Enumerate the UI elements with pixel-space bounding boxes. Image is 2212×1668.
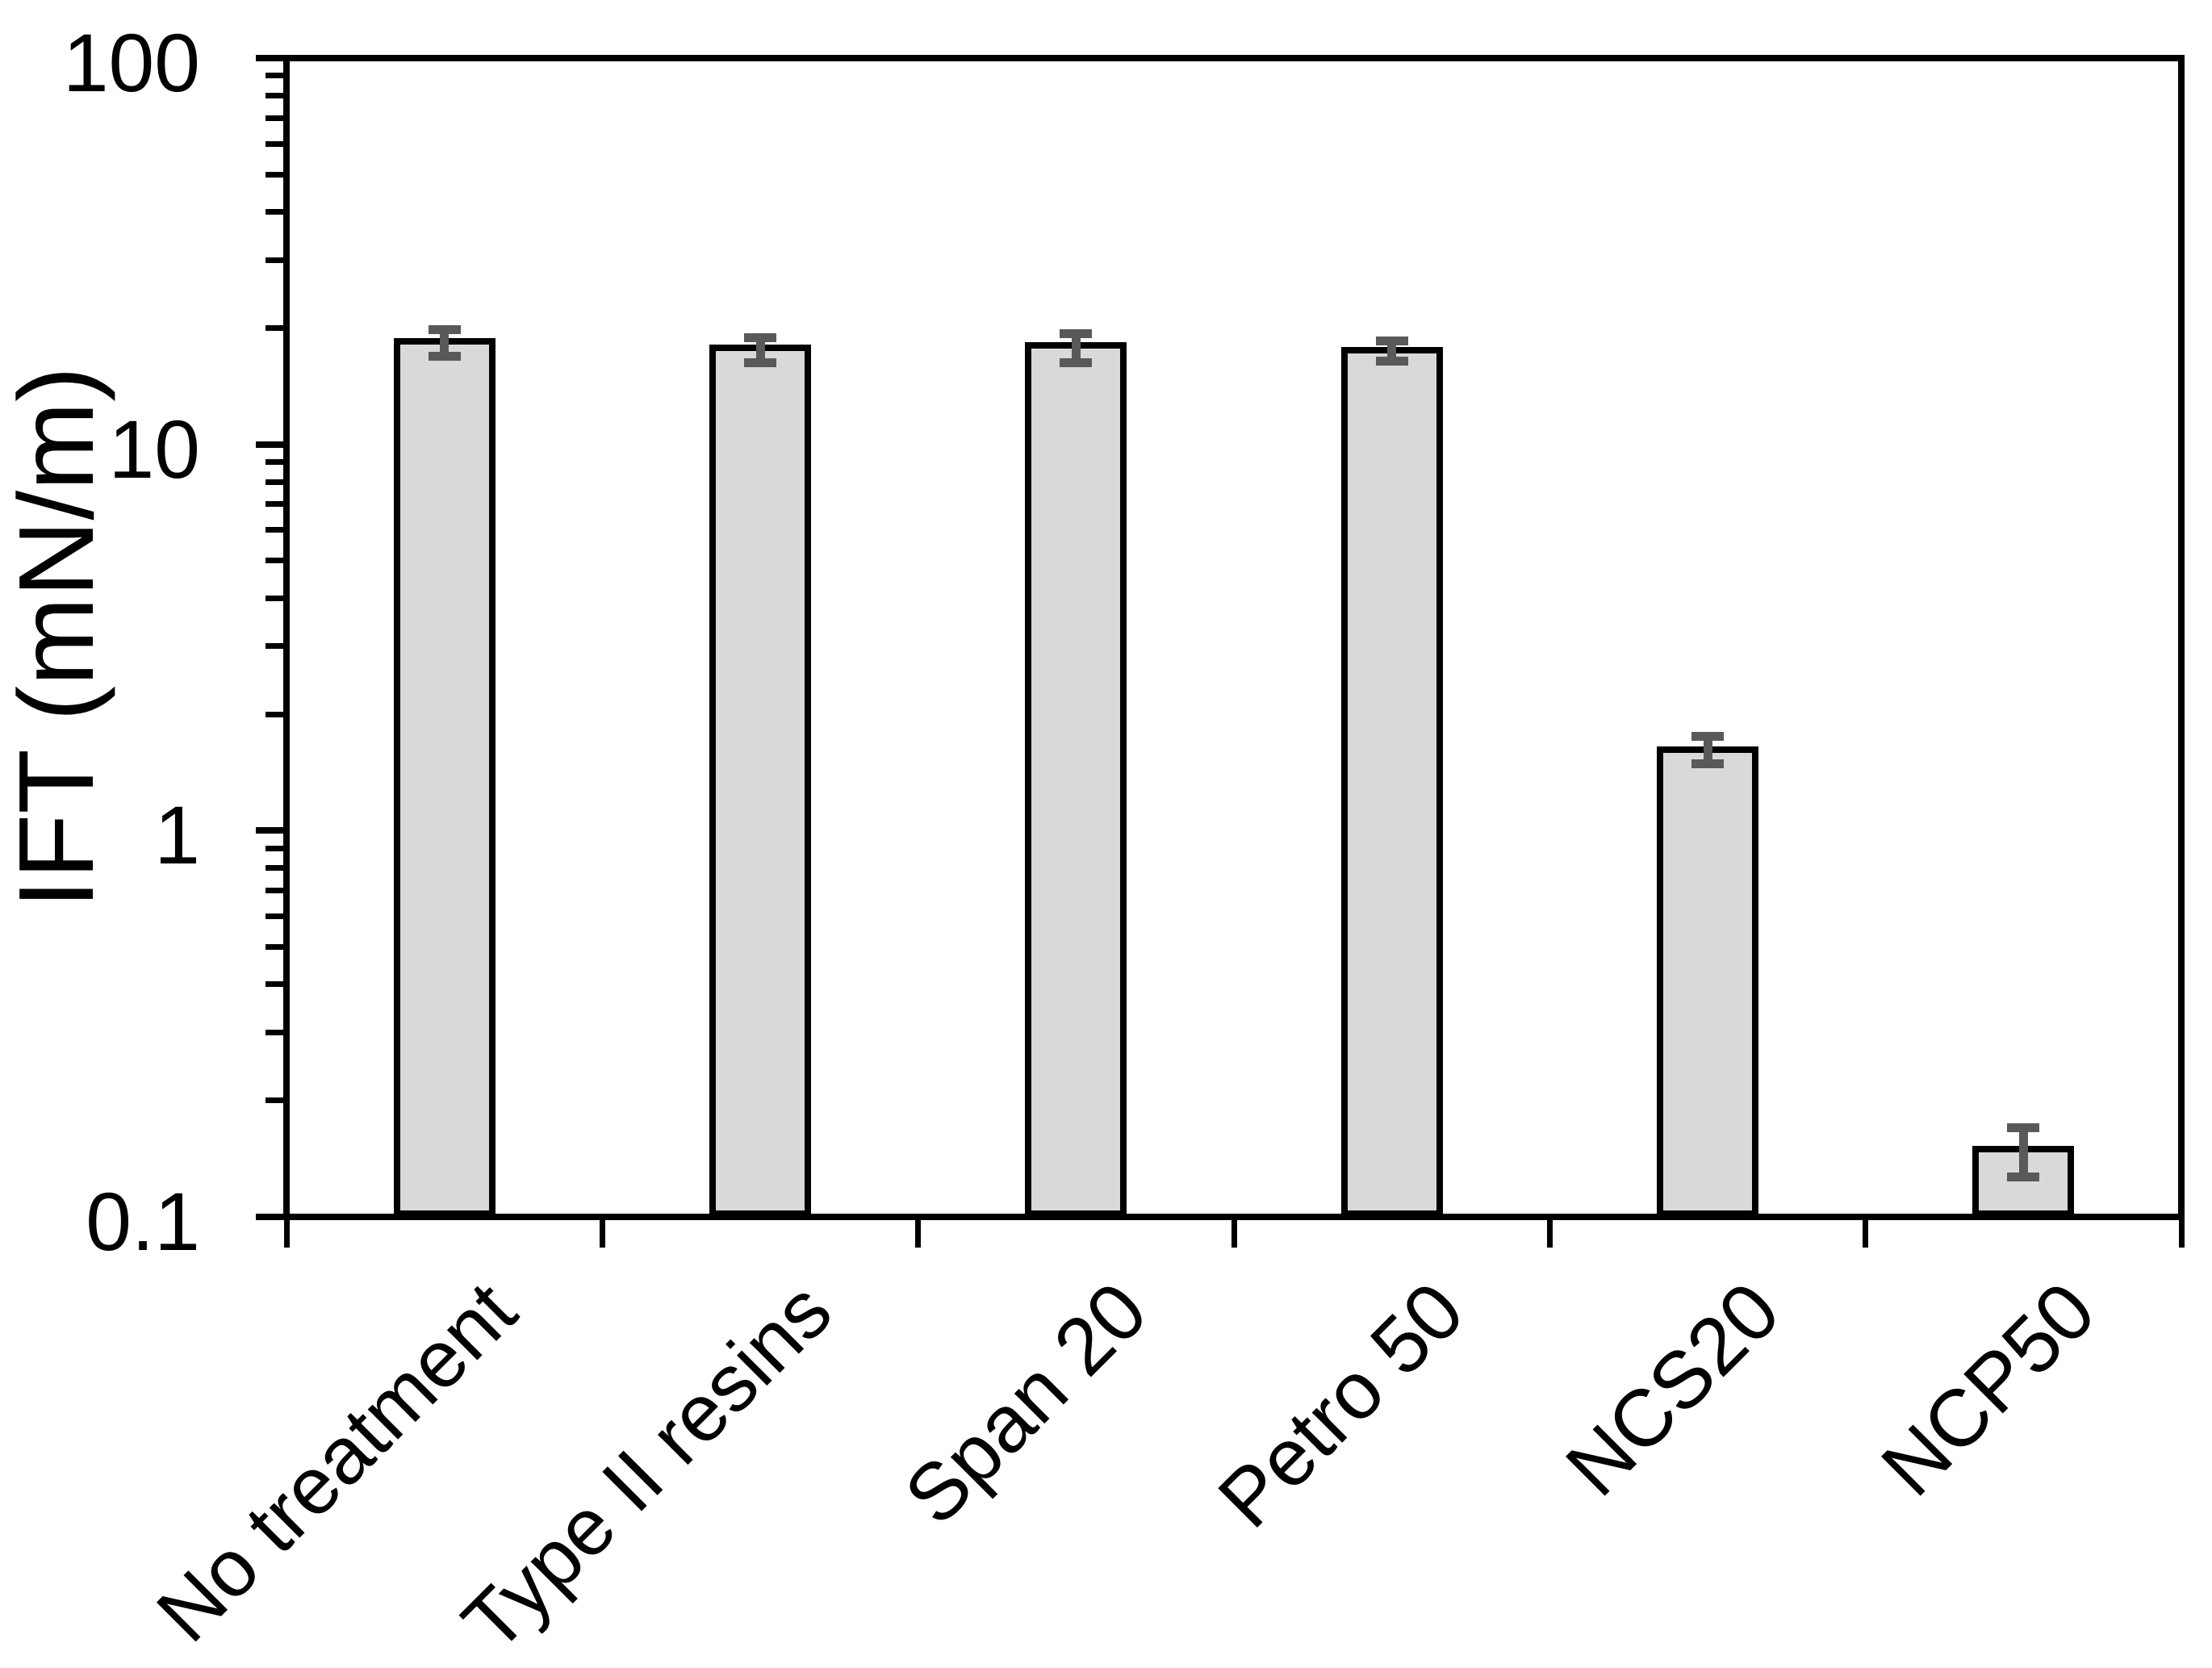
y-minor-tick xyxy=(266,1030,286,1035)
bar-span-20 xyxy=(1025,342,1127,1217)
error-bar-cap xyxy=(1376,357,1408,366)
y-tick-label: 1 xyxy=(154,789,200,881)
x-axis-label-ncp50: NCP50 xyxy=(1863,1265,2112,1513)
error-bar-cap xyxy=(744,358,776,367)
x-axis-label-span-20: Span 20 xyxy=(888,1265,1165,1542)
x-axis-tick xyxy=(1547,1217,1553,1248)
y-minor-tick xyxy=(266,209,286,215)
y-minor-tick xyxy=(266,257,286,263)
y-minor-tick xyxy=(266,558,286,563)
error-bar-line xyxy=(756,337,765,362)
error-bar-line xyxy=(1072,334,1081,362)
bar-ncs20 xyxy=(1657,746,1758,1217)
plot-frame xyxy=(283,55,2185,1220)
y-minor-tick xyxy=(266,846,286,851)
y-minor-tick xyxy=(266,172,286,178)
y-tick-label: 100 xyxy=(62,17,200,109)
error-bar-cap xyxy=(1060,329,1092,338)
error-bar-cap xyxy=(1691,732,1724,741)
y-minor-tick xyxy=(266,913,286,919)
y-major-tick xyxy=(256,1214,286,1220)
y-minor-tick xyxy=(266,981,286,987)
y-major-tick xyxy=(256,441,286,448)
y-minor-tick xyxy=(266,325,286,331)
bar-no-treatment xyxy=(394,338,496,1217)
bar-type-ii-resins xyxy=(709,345,811,1217)
error-bar-cap xyxy=(1376,337,1408,345)
y-minor-tick xyxy=(266,459,286,465)
x-axis-tick xyxy=(1231,1217,1237,1248)
error-bar-line xyxy=(2019,1128,2028,1177)
y-minor-tick xyxy=(266,643,286,649)
x-axis-label-petro-50: Petro 50 xyxy=(1201,1265,1481,1545)
y-minor-tick xyxy=(266,141,286,147)
y-major-tick xyxy=(256,827,286,834)
x-axis-tick xyxy=(915,1217,921,1248)
x-axis-tick xyxy=(1863,1217,1868,1248)
error-bar-cap xyxy=(429,325,461,334)
x-axis-tick xyxy=(2179,1217,2185,1248)
error-bar-cap xyxy=(1691,759,1724,768)
error-bar-line xyxy=(1387,341,1396,362)
x-axis-tick xyxy=(600,1217,605,1248)
y-minor-tick xyxy=(266,712,286,717)
error-bar-line xyxy=(1704,737,1712,763)
y-major-tick xyxy=(256,55,286,61)
y-minor-tick xyxy=(266,479,286,485)
x-axis-label-ncs20: NCS20 xyxy=(1548,1265,1796,1513)
y-minor-tick xyxy=(266,93,286,98)
y-minor-tick xyxy=(266,596,286,601)
y-minor-tick xyxy=(266,501,286,507)
y-minor-tick xyxy=(266,865,286,871)
x-axis-tick xyxy=(284,1217,290,1248)
y-minor-tick xyxy=(266,944,286,950)
error-bar-cap xyxy=(429,352,461,361)
y-tick-label: 10 xyxy=(108,403,200,495)
error-bar-line xyxy=(440,330,449,357)
error-bar-cap xyxy=(744,333,776,342)
y-minor-tick xyxy=(266,888,286,893)
error-bar-cap xyxy=(1060,358,1092,367)
y-minor-tick xyxy=(266,527,286,533)
y-minor-tick xyxy=(266,1097,286,1103)
y-tick-label: 0.1 xyxy=(86,1176,200,1268)
y-minor-tick xyxy=(266,73,286,78)
error-bar-cap xyxy=(2007,1123,2039,1132)
error-bar-cap xyxy=(2007,1173,2039,1181)
y-minor-tick xyxy=(266,115,286,121)
bar-petro-50 xyxy=(1341,347,1443,1217)
